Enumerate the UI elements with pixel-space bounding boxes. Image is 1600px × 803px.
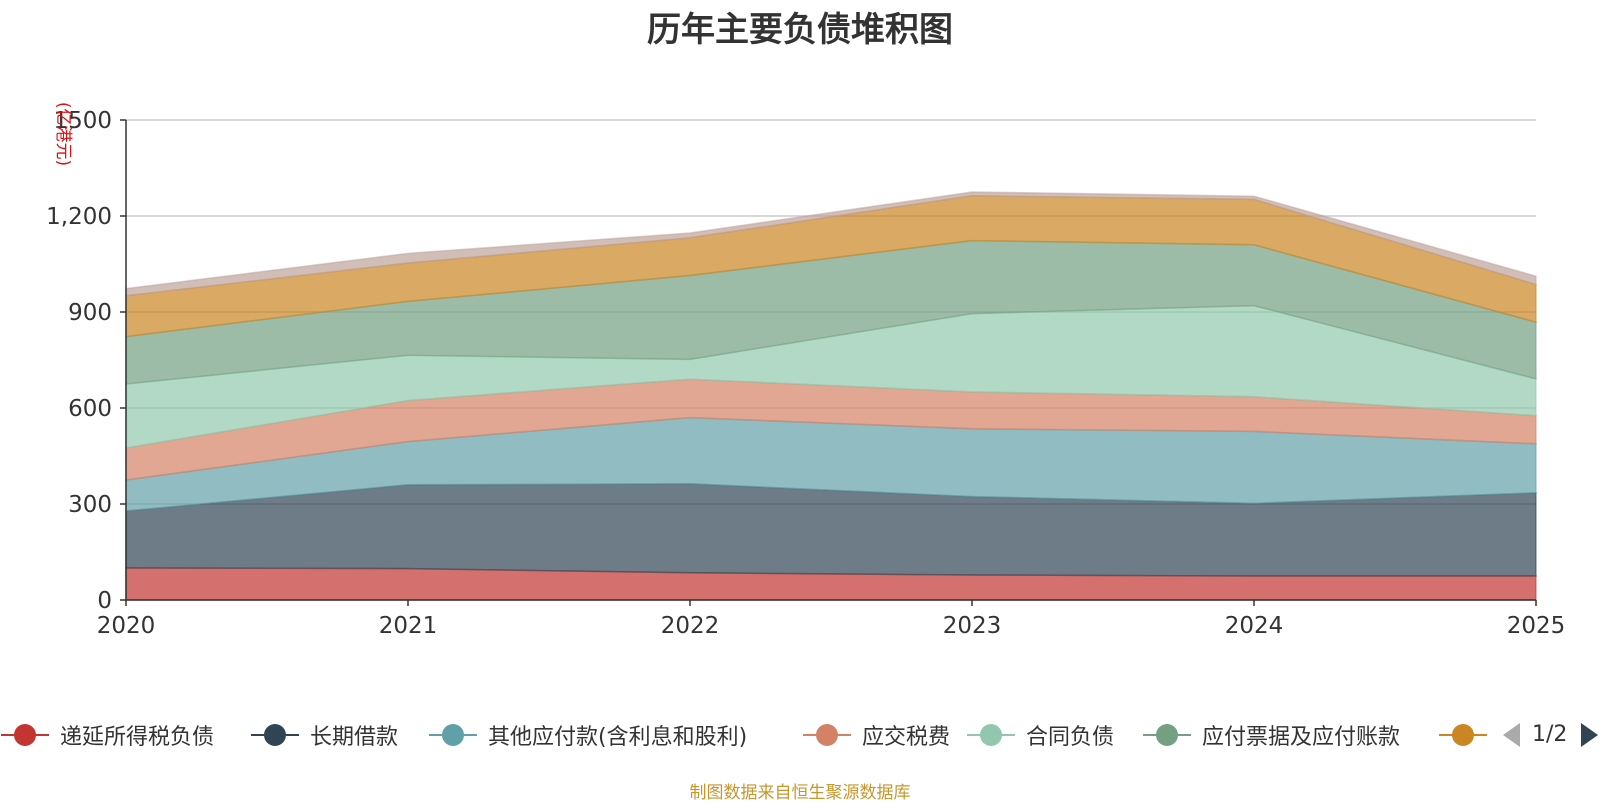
legend-label: 应交税费 xyxy=(862,725,951,750)
y-tick-label: 300 xyxy=(68,492,112,518)
axes: 0 300 600 900 1,200 1500 2020 2021 2022 2023 2024 2… xyxy=(46,108,1565,639)
source-note: 制图数据来自恒生聚源数据库 xyxy=(689,783,911,803)
area-series-8[interactable] xyxy=(125,191,1537,297)
legend-item[interactable] xyxy=(1438,718,1488,752)
x-tick-label: 2025 xyxy=(1507,613,1566,639)
legend-item[interactable]: 合同负债 xyxy=(966,718,1114,752)
y-tick-label: 1,200 xyxy=(46,204,112,230)
legend-label: 长期借款 xyxy=(310,725,399,750)
y-axis-unit-label: (亿港元) xyxy=(53,102,73,166)
x-tick-label: 2023 xyxy=(943,613,1002,639)
legend-marker-icon xyxy=(1439,724,1487,746)
legend-label: 其他应付款(含利息和股利) xyxy=(488,725,748,750)
x-tick-label: 2020 xyxy=(97,613,156,639)
x-tick-label: 2022 xyxy=(661,613,720,639)
legend-item[interactable]: 递延所得税负债 xyxy=(0,718,214,752)
y-tick-label: 0 xyxy=(97,588,112,614)
legend-marker-icon xyxy=(967,724,1015,746)
legend-item[interactable]: 应交税费 xyxy=(802,718,950,752)
legend-item[interactable]: 长期借款 xyxy=(250,718,398,752)
legend-next-icon[interactable] xyxy=(1578,718,1600,752)
legend-prev-icon[interactable] xyxy=(1500,718,1524,752)
legend-marker-icon xyxy=(1,724,49,746)
legend-marker-icon xyxy=(429,724,477,746)
y-tick-label: 600 xyxy=(68,396,112,422)
legend-item[interactable]: 其他应付款(含利息和股利) xyxy=(428,718,747,752)
legend: 递延所得税负债 长期借款 其他应付款(含利息和股利) 应交税费 合同负债 应付票据及应付账… xyxy=(0,718,1600,752)
legend-marker-icon xyxy=(803,724,851,746)
y-tick-label: 1500 xyxy=(53,108,112,134)
area-series xyxy=(125,191,1537,601)
chart-title: 历年主要负债堆积图 xyxy=(647,10,953,50)
legend-label: 合同负债 xyxy=(1026,725,1115,750)
legend-page-indicator: 1/2 xyxy=(1532,722,1568,747)
legend-item[interactable]: 应付票据及应付账款 xyxy=(1142,718,1400,752)
legend-marker-icon xyxy=(251,724,299,746)
x-tick-label: 2024 xyxy=(1225,613,1284,639)
legend-marker-icon xyxy=(1143,724,1191,746)
legend-label: 应付票据及应付账款 xyxy=(1202,725,1401,750)
y-tick-label: 900 xyxy=(68,300,112,326)
legend-label: 递延所得税负债 xyxy=(60,725,215,750)
x-tick-label: 2021 xyxy=(379,613,438,639)
